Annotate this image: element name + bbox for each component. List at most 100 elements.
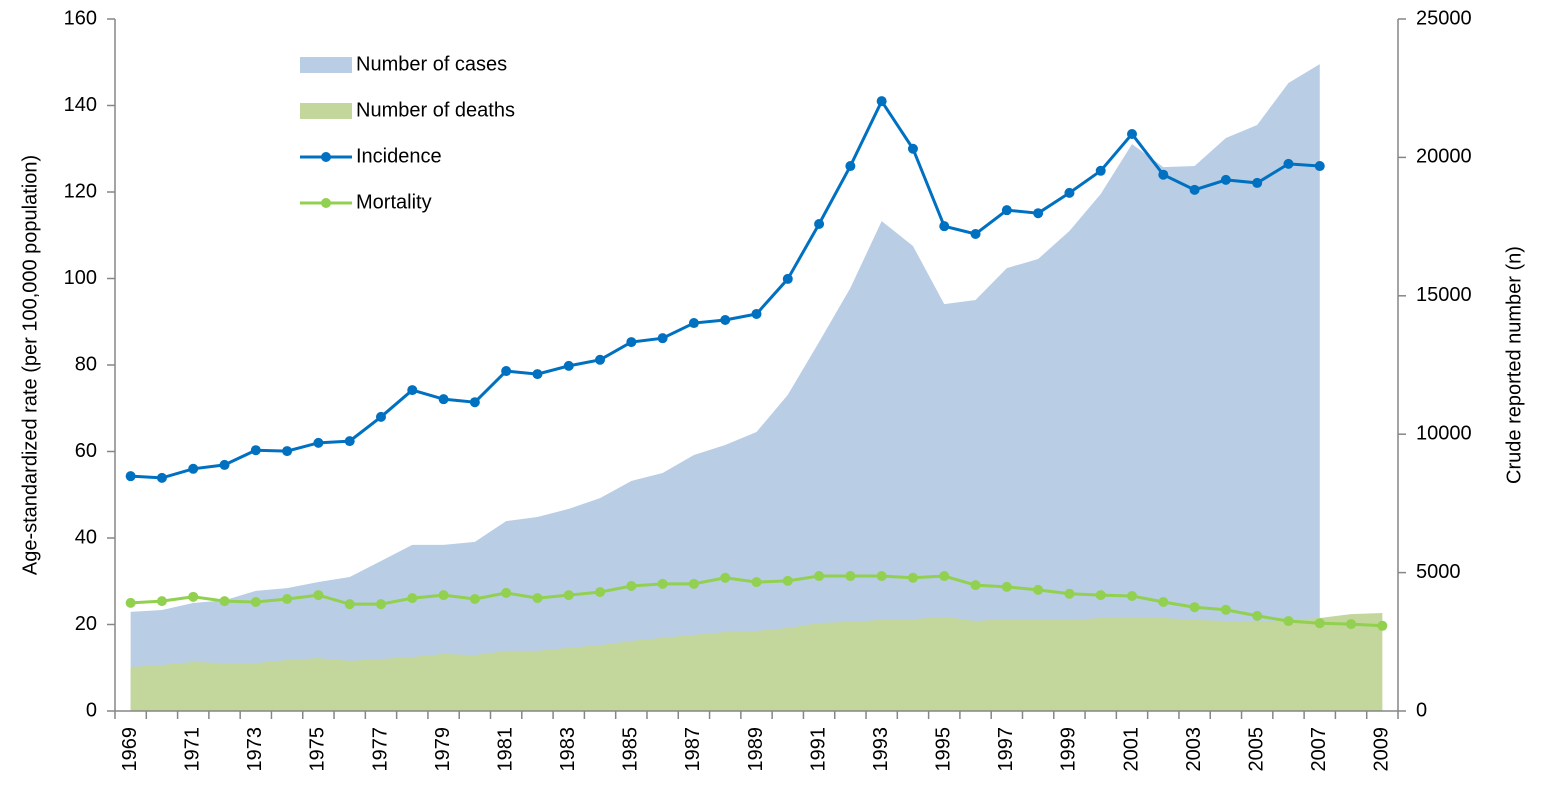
area [130, 64, 1320, 711]
y-tick-label: 140 [64, 94, 97, 116]
x-tick-label: 2001 [1120, 727, 1142, 772]
marker [1346, 619, 1357, 630]
marker [595, 354, 606, 365]
marker [1001, 205, 1012, 216]
marker [344, 599, 355, 610]
marker [1283, 616, 1294, 627]
y-tick-label: 60 [75, 440, 97, 462]
marker [375, 411, 386, 422]
marker [1064, 187, 1075, 198]
marker [1033, 208, 1044, 219]
marker [282, 446, 293, 457]
x-tick-label: 2009 [1371, 727, 1393, 772]
marker [438, 394, 449, 405]
y-tick-label: 20 [75, 613, 97, 635]
x-tick-label: 1977 [369, 727, 391, 772]
x-tick-label: 2007 [1308, 727, 1330, 772]
marker [156, 472, 167, 483]
y-tick-label: 0 [86, 699, 97, 721]
marker [876, 571, 887, 582]
x-tick-label: 1979 [432, 727, 454, 772]
marker [782, 273, 793, 284]
marker [438, 590, 449, 601]
marker [344, 436, 355, 447]
marker [595, 587, 606, 598]
marker [1158, 597, 1169, 608]
marker [469, 397, 480, 408]
marker [1064, 588, 1075, 599]
y-tick-label: 100 [64, 267, 97, 289]
marker [907, 143, 918, 154]
y2-tick-label: 10000 [1416, 422, 1472, 444]
x-tick-label: 1993 [870, 727, 892, 772]
legend-swatch [321, 152, 331, 162]
marker [876, 96, 887, 107]
marker [845, 571, 856, 582]
marker [375, 599, 386, 610]
marker [626, 337, 637, 348]
marker [1189, 184, 1200, 195]
marker [250, 445, 261, 456]
x-tick-label: 1999 [1058, 727, 1080, 772]
x-tick-label: 1969 [119, 727, 141, 772]
marker [188, 591, 199, 602]
marker [313, 590, 324, 601]
marker [1377, 620, 1388, 631]
marker [501, 587, 512, 598]
marker [1127, 129, 1138, 140]
marker [907, 572, 918, 583]
marker [125, 471, 136, 482]
marker [125, 597, 136, 608]
y2-tick-label: 15000 [1416, 284, 1472, 306]
marker [1095, 590, 1106, 601]
marker [720, 315, 731, 326]
marker [501, 366, 512, 377]
marker [782, 575, 793, 586]
y2-tick-label: 20000 [1416, 146, 1472, 168]
legend-swatch [321, 198, 331, 208]
marker [751, 577, 762, 588]
marker [1314, 618, 1325, 629]
x-tick-label: 1995 [933, 727, 955, 772]
y2-tick-label: 25000 [1416, 7, 1472, 29]
marker [1095, 165, 1106, 176]
marker [939, 221, 950, 232]
marker [469, 593, 480, 604]
x-tick-label: 1987 [682, 727, 704, 772]
x-tick-label: 1997 [995, 727, 1017, 772]
marker [156, 596, 167, 607]
marker [1033, 584, 1044, 595]
marker [1127, 590, 1138, 601]
x-tick-label: 2003 [1183, 727, 1205, 772]
marker [626, 581, 637, 592]
x-tick-label: 1983 [557, 727, 579, 772]
marker [407, 385, 418, 396]
marker [814, 219, 825, 230]
y-tick-label: 80 [75, 353, 97, 375]
marker [563, 360, 574, 371]
marker [1252, 177, 1263, 188]
y-axis-title: Age-standardized rate (per 100,000 popul… [19, 155, 41, 575]
marker [407, 593, 418, 604]
marker [939, 571, 950, 582]
legend-swatch [300, 57, 352, 73]
marker [1189, 602, 1200, 613]
x-tick-label: 1985 [620, 727, 642, 772]
x-tick-label: 1971 [182, 727, 204, 772]
marker [720, 572, 731, 583]
area [130, 613, 1383, 711]
y2-tick-label: 5000 [1416, 561, 1461, 583]
marker [1001, 581, 1012, 592]
x-tick-label: 1975 [307, 727, 329, 772]
marker [814, 571, 825, 582]
y-tick-label: 120 [64, 180, 97, 202]
marker [250, 597, 261, 608]
legend-label: Number of deaths [356, 99, 515, 121]
y2-axis-title: Crude reported number (n) [1503, 246, 1525, 484]
x-tick-label: 1989 [745, 727, 767, 772]
y-tick-label: 160 [64, 7, 97, 29]
marker [657, 333, 668, 344]
x-tick-label: 2005 [1245, 727, 1267, 772]
marker [188, 463, 199, 474]
